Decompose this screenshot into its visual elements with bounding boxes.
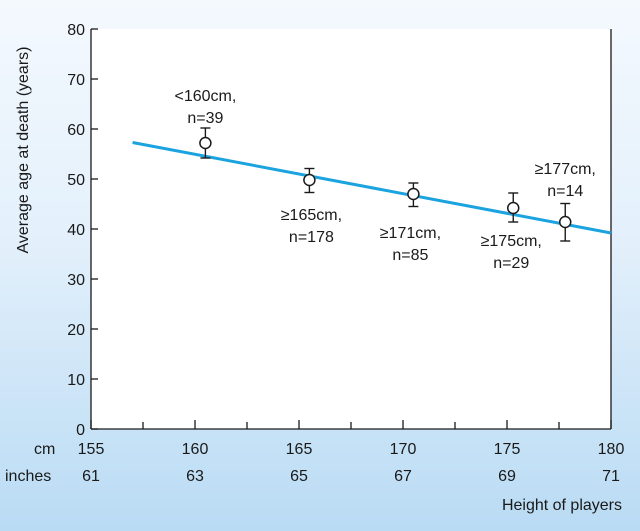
x-tick-label-inches: 63: [186, 468, 204, 485]
y-tick-label: 30: [67, 272, 85, 289]
data-points: [199, 127, 572, 242]
point-label: ≥171cm,: [380, 225, 441, 242]
point-label: <160cm,: [174, 88, 236, 105]
x-tick-label-cm: 180: [598, 441, 625, 458]
y-tick-label: 80: [67, 22, 85, 39]
plot-area: [91, 29, 611, 429]
x-tick-label-inches: 65: [290, 468, 308, 485]
y-tick-label: 60: [67, 122, 85, 139]
data-point-marker: [506, 201, 520, 215]
y-tick-label: 10: [67, 372, 85, 389]
x-tick-label-cm: 165: [286, 441, 313, 458]
y-tick-label: 0: [76, 422, 85, 439]
x-row-label-inches: inches: [5, 468, 51, 485]
x-tick-label-cm: 175: [494, 441, 521, 458]
y-tick-label: 40: [67, 222, 85, 239]
point-n-label: n=14: [547, 183, 583, 200]
point-label: ≥175cm,: [481, 233, 542, 250]
y-tick-label: 70: [67, 72, 85, 89]
x-axis-label: Height of players: [502, 497, 622, 514]
tick-labels: 0 10 20 30 40 50 60 70 80 155 160 165 170 175 180 61 63 6…: [67, 22, 624, 485]
data-point-marker: [407, 187, 420, 201]
trend-line: [132, 141, 612, 235]
point-label: ≥165cm,: [281, 207, 342, 224]
point-n-label: n=29: [493, 255, 529, 272]
data-point-marker: [558, 215, 572, 229]
point-n-label: n=178: [289, 229, 334, 246]
x-tick-label-cm: 160: [182, 441, 209, 458]
point-n-label: n=85: [392, 247, 428, 264]
x-tick-label-inches: 61: [82, 468, 100, 485]
y-tick-label: 50: [67, 172, 85, 189]
x-tick-label-inches: 69: [498, 468, 516, 485]
y-tick-label: 20: [67, 322, 85, 339]
trend-line-group: [132, 141, 612, 235]
data-point-marker: [303, 173, 316, 187]
x-tick-label-cm: 170: [390, 441, 417, 458]
annotations: <160cm, n=39 ≥165cm, n=178 ≥171cm, n=85 ≥175cm…: [174, 88, 595, 272]
y-axis-label: Average age at death (years): [15, 47, 32, 254]
x-tick-label-inches: 71: [602, 468, 620, 485]
x-row-label-cm: cm: [34, 441, 55, 458]
data-point-marker: [199, 136, 212, 150]
x-tick-label-inches: 67: [394, 468, 412, 485]
axes: [90, 28, 612, 430]
point-label: ≥177cm,: [535, 161, 596, 178]
x-tick-label-cm: 155: [78, 441, 105, 458]
point-n-label: n=39: [187, 110, 223, 127]
